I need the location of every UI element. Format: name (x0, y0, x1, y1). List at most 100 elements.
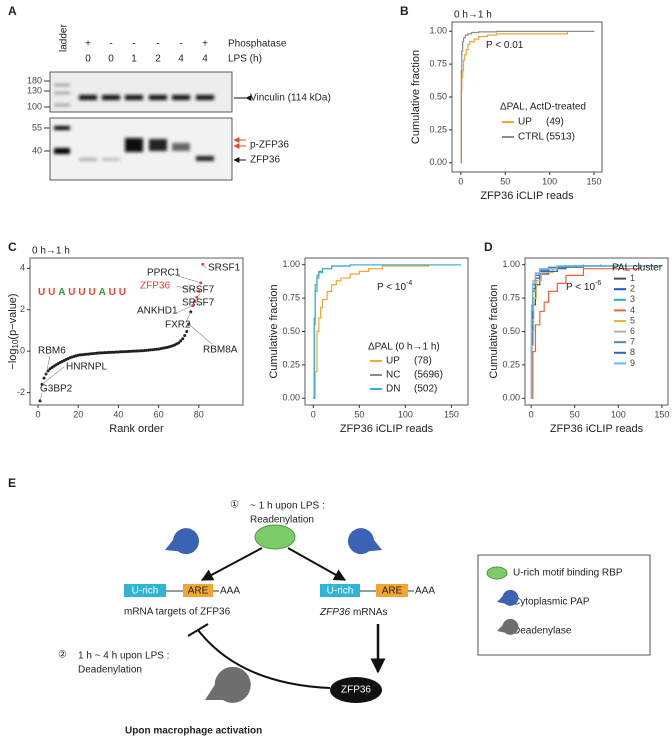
y-tick-label: 0.50 (429, 91, 447, 101)
urich-label: U-rich (327, 586, 354, 597)
legend-title: ΔPAL, ActD-treated (500, 102, 586, 113)
legend-label: DN (386, 384, 400, 395)
annotation: ANKHD1 (137, 306, 178, 317)
y-tick-label: -2 (17, 387, 25, 397)
rbp-icon (486, 566, 508, 580)
y-tick-label: 0.00 (502, 393, 520, 403)
legend-label: 1 (630, 273, 635, 283)
caption: mRNA targets of ZFP36 (124, 607, 231, 618)
x-tick-label: 50 (570, 409, 580, 419)
are-label: ARE (188, 586, 209, 597)
cdf-line (313, 264, 462, 399)
x-tick-label: 80 (194, 409, 204, 419)
lane-label: - (156, 39, 159, 50)
marker-label: 100 (27, 101, 42, 111)
annotation-leader (175, 305, 193, 314)
legend-label: 6 (630, 326, 635, 336)
legend-title: ΔPAL (0 h→1 h) (368, 342, 440, 353)
marker-label: 40 (32, 145, 42, 155)
point (185, 330, 189, 333)
legend-count: (5696) (414, 370, 443, 381)
annotation-leader (185, 311, 192, 323)
step-text: Deadenylation (78, 665, 142, 676)
y-tick-label: 0.25 (502, 359, 520, 369)
legend-title: PAL cluster (612, 263, 663, 274)
legend-label: UP (386, 356, 400, 367)
x-axis-label: ZFP36 iCLIP reads (480, 190, 574, 202)
legend-label: 7 (630, 337, 635, 347)
enzyme-icon (347, 528, 382, 555)
cdf-line (531, 264, 641, 399)
legend-label: 5 (630, 315, 635, 325)
y-tick-label: 0.75 (502, 292, 520, 302)
y-tick-label: 0.25 (429, 124, 447, 134)
legend-box (477, 554, 651, 656)
lane-label: 0 (85, 54, 91, 65)
x-tick-label: 100 (398, 409, 413, 419)
p-value: P < 0.01 (486, 40, 524, 51)
legend-count: (5513) (546, 132, 575, 143)
point (177, 341, 181, 345)
x-axis-label: ZFP36 iCLIP reads (550, 423, 644, 435)
x-axis-label: ZFP36 iCLIP reads (340, 423, 434, 435)
step-number: ② (58, 650, 67, 661)
x-axis-label: Rank order (109, 423, 164, 435)
chart-title: 0 h→1 h (32, 246, 70, 257)
annotation-leader (202, 264, 207, 269)
cdf-line (460, 30, 595, 164)
legend-label: Cytoplasmic PAP (513, 597, 590, 608)
panel-letter: B (400, 4, 409, 18)
y-tick-label: 0.50 (502, 326, 520, 336)
legend-label: NC (386, 370, 400, 381)
annotation: RBM8A (203, 345, 238, 356)
x-tick-label: 40 (113, 409, 123, 419)
annotation-leader (196, 293, 201, 298)
band-label: p-ZFP36 (250, 140, 289, 151)
x-tick-label: 100 (611, 409, 626, 419)
are-label: ARE (382, 586, 403, 597)
annotation-leader (188, 324, 213, 345)
annotation: PPRC1 (147, 268, 181, 279)
y-tick-label: 0.75 (282, 292, 300, 302)
cdf-line (530, 264, 663, 399)
y-axis-label: −log10(p−value) (7, 293, 20, 369)
panel-letter: D (484, 240, 493, 254)
y-axis-label: Cumulative fraction (410, 50, 422, 144)
row-label: LPS (h) (228, 54, 262, 65)
lane-label: 1 (131, 54, 137, 65)
annotation-leader (175, 285, 199, 292)
point (42, 376, 46, 380)
ladder-label: ladder (59, 24, 70, 52)
marker-label: 180 (27, 75, 42, 85)
x-tick-label: 50 (354, 409, 364, 419)
urich-box (124, 584, 166, 597)
plot-frame (451, 21, 603, 173)
y-tick-label: 1.00 (502, 259, 520, 269)
legend-count: (502) (414, 384, 437, 395)
y-axis-label-part: (p−value) (7, 293, 19, 339)
x-tick-label: 60 (154, 409, 164, 419)
p-value-text: P < 0.01 (486, 40, 524, 51)
arrow (200, 547, 263, 581)
y-tick-label: 1.00 (429, 26, 447, 36)
legend-label: Deadenylase (513, 626, 572, 637)
x-tick-label: 0 (529, 409, 534, 419)
point (183, 334, 187, 338)
row-label: Phosphatase (228, 39, 287, 50)
annotation-leader (177, 275, 201, 284)
lane-label: 2 (155, 54, 161, 65)
y-tick-label: 0.50 (282, 326, 300, 336)
annotation-leader (41, 366, 65, 385)
inhibition-line (197, 629, 331, 689)
enzyme-icon (165, 528, 200, 555)
step-text: 1 h ~ 4 h upon LPS : (78, 651, 169, 662)
y-axis-label-sub: 10 (11, 339, 20, 348)
lane-label: 4 (178, 54, 184, 65)
legend-count: (49) (546, 117, 564, 128)
protein-label: ZFP36 (341, 685, 371, 696)
annotation-leader (194, 301, 201, 306)
x-tick-label: 20 (73, 409, 83, 419)
y-tick-label: 0.00 (282, 393, 300, 403)
x-tick-label: 150 (586, 176, 601, 186)
annotation: SRSF7 (182, 285, 215, 296)
